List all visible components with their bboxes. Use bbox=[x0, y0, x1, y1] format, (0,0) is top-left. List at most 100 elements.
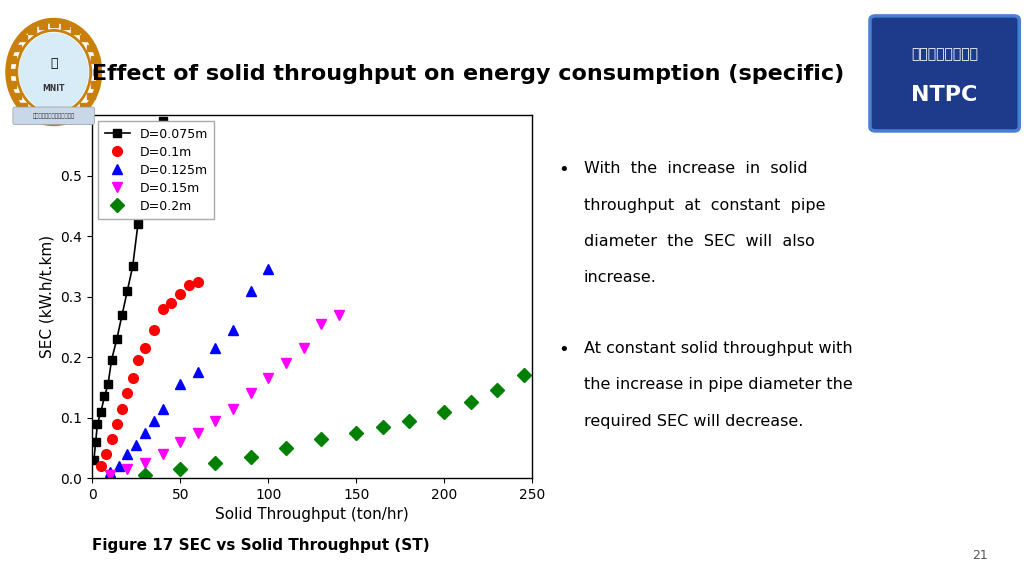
Text: एनडीपीसी: एनडीपीसी bbox=[911, 47, 978, 61]
D=0.075m bbox=[88, 456, 100, 463]
D=0.2m bbox=[492, 387, 504, 394]
X-axis label: Solid Throughput (ton/hr): Solid Throughput (ton/hr) bbox=[215, 507, 410, 522]
Text: •: • bbox=[558, 341, 568, 359]
D=0.075m bbox=[89, 438, 101, 445]
D=0.125m bbox=[147, 417, 160, 424]
D=0.125m bbox=[113, 463, 125, 469]
D=0.2m bbox=[438, 408, 451, 415]
Text: At constant solid throughput with: At constant solid throughput with bbox=[584, 341, 852, 356]
D=0.2m bbox=[139, 472, 152, 479]
FancyBboxPatch shape bbox=[91, 56, 99, 63]
D=0.125m bbox=[130, 441, 142, 448]
D=0.125m bbox=[139, 429, 152, 436]
D=0.15m bbox=[262, 375, 274, 382]
FancyBboxPatch shape bbox=[61, 115, 69, 122]
D=0.15m bbox=[139, 460, 152, 467]
D=0.075m bbox=[121, 287, 133, 294]
D=0.075m bbox=[116, 311, 128, 318]
D=0.15m bbox=[297, 344, 309, 351]
D=0.2m bbox=[280, 445, 292, 452]
D=0.2m bbox=[315, 435, 328, 442]
D=0.1m bbox=[183, 281, 196, 288]
D=0.15m bbox=[174, 438, 186, 445]
D=0.1m bbox=[121, 390, 133, 397]
D=0.15m bbox=[227, 405, 240, 412]
FancyBboxPatch shape bbox=[7, 69, 15, 75]
Line: D=0.2m: D=0.2m bbox=[140, 370, 528, 480]
FancyBboxPatch shape bbox=[92, 69, 100, 75]
D=0.125m bbox=[209, 344, 221, 351]
Text: MNIT: MNIT bbox=[43, 84, 65, 93]
Text: With  the  increase  in  solid: With the increase in solid bbox=[584, 161, 807, 176]
D=0.125m bbox=[157, 405, 169, 412]
FancyBboxPatch shape bbox=[72, 27, 79, 33]
D=0.1m bbox=[105, 435, 118, 442]
FancyBboxPatch shape bbox=[8, 81, 16, 88]
Text: Figure 17 SEC vs Solid Throughput (ST): Figure 17 SEC vs Solid Throughput (ST) bbox=[92, 538, 430, 553]
D=0.15m bbox=[157, 450, 169, 457]
D=0.1m bbox=[139, 344, 152, 351]
FancyBboxPatch shape bbox=[39, 115, 46, 122]
Text: throughput  at  constant  pipe: throughput at constant pipe bbox=[584, 198, 825, 213]
D=0.15m bbox=[333, 311, 345, 318]
D=0.15m bbox=[280, 359, 292, 367]
D=0.1m bbox=[132, 357, 144, 363]
D=0.1m bbox=[111, 420, 123, 427]
Text: required SEC will decrease.: required SEC will decrease. bbox=[584, 414, 803, 429]
D=0.075m bbox=[132, 221, 144, 228]
FancyBboxPatch shape bbox=[87, 93, 94, 100]
D=0.075m bbox=[127, 263, 139, 270]
D=0.2m bbox=[377, 423, 389, 430]
D=0.1m bbox=[95, 463, 108, 469]
FancyBboxPatch shape bbox=[50, 21, 57, 27]
FancyBboxPatch shape bbox=[13, 107, 94, 124]
D=0.1m bbox=[116, 405, 128, 412]
D=0.2m bbox=[350, 429, 362, 436]
D=0.2m bbox=[245, 453, 257, 460]
D=0.075m bbox=[147, 142, 160, 149]
Line: D=0.125m: D=0.125m bbox=[104, 264, 273, 477]
FancyBboxPatch shape bbox=[61, 22, 69, 29]
D=0.1m bbox=[174, 290, 186, 297]
FancyBboxPatch shape bbox=[72, 111, 79, 117]
Text: the increase in pipe diameter the: the increase in pipe diameter the bbox=[584, 377, 852, 392]
FancyBboxPatch shape bbox=[19, 35, 28, 41]
D=0.15m bbox=[315, 320, 328, 327]
D=0.1m bbox=[127, 375, 139, 382]
FancyBboxPatch shape bbox=[13, 93, 20, 99]
Line: D=0.075m: D=0.075m bbox=[90, 118, 167, 464]
D=0.125m bbox=[174, 381, 186, 388]
D=0.075m bbox=[139, 179, 152, 185]
Text: 📖: 📖 bbox=[50, 57, 57, 70]
D=0.075m bbox=[111, 335, 123, 342]
Line: D=0.15m: D=0.15m bbox=[104, 310, 344, 480]
Text: विश्वविद्यालय: विश्वविद्यालय bbox=[33, 113, 75, 119]
D=0.075m bbox=[157, 118, 169, 125]
D=0.075m bbox=[95, 408, 108, 415]
D=0.075m bbox=[101, 381, 114, 388]
D=0.15m bbox=[103, 472, 116, 479]
Text: 21: 21 bbox=[973, 548, 988, 562]
FancyBboxPatch shape bbox=[91, 81, 99, 88]
D=0.15m bbox=[209, 417, 221, 424]
D=0.1m bbox=[191, 278, 204, 285]
Text: •: • bbox=[558, 161, 568, 179]
D=0.15m bbox=[245, 390, 257, 397]
FancyBboxPatch shape bbox=[80, 103, 88, 109]
Y-axis label: SEC (kW.h/t.km): SEC (kW.h/t.km) bbox=[40, 235, 55, 358]
Text: increase.: increase. bbox=[584, 270, 656, 285]
Text: diameter  the  SEC  will  also: diameter the SEC will also bbox=[584, 234, 814, 249]
D=0.2m bbox=[174, 465, 186, 472]
FancyBboxPatch shape bbox=[8, 56, 16, 63]
D=0.2m bbox=[403, 417, 416, 424]
FancyBboxPatch shape bbox=[29, 27, 36, 33]
FancyBboxPatch shape bbox=[29, 111, 36, 117]
Circle shape bbox=[18, 33, 89, 111]
FancyBboxPatch shape bbox=[87, 45, 94, 51]
D=0.125m bbox=[262, 266, 274, 273]
FancyBboxPatch shape bbox=[50, 117, 57, 123]
Text: Effect of solid throughput on energy consumption (specific): Effect of solid throughput on energy con… bbox=[92, 63, 845, 84]
Legend: D=0.075m, D=0.1m, D=0.125m, D=0.15m, D=0.2m: D=0.075m, D=0.1m, D=0.125m, D=0.15m, D=0… bbox=[98, 122, 214, 219]
FancyBboxPatch shape bbox=[19, 103, 28, 109]
D=0.15m bbox=[191, 429, 204, 436]
